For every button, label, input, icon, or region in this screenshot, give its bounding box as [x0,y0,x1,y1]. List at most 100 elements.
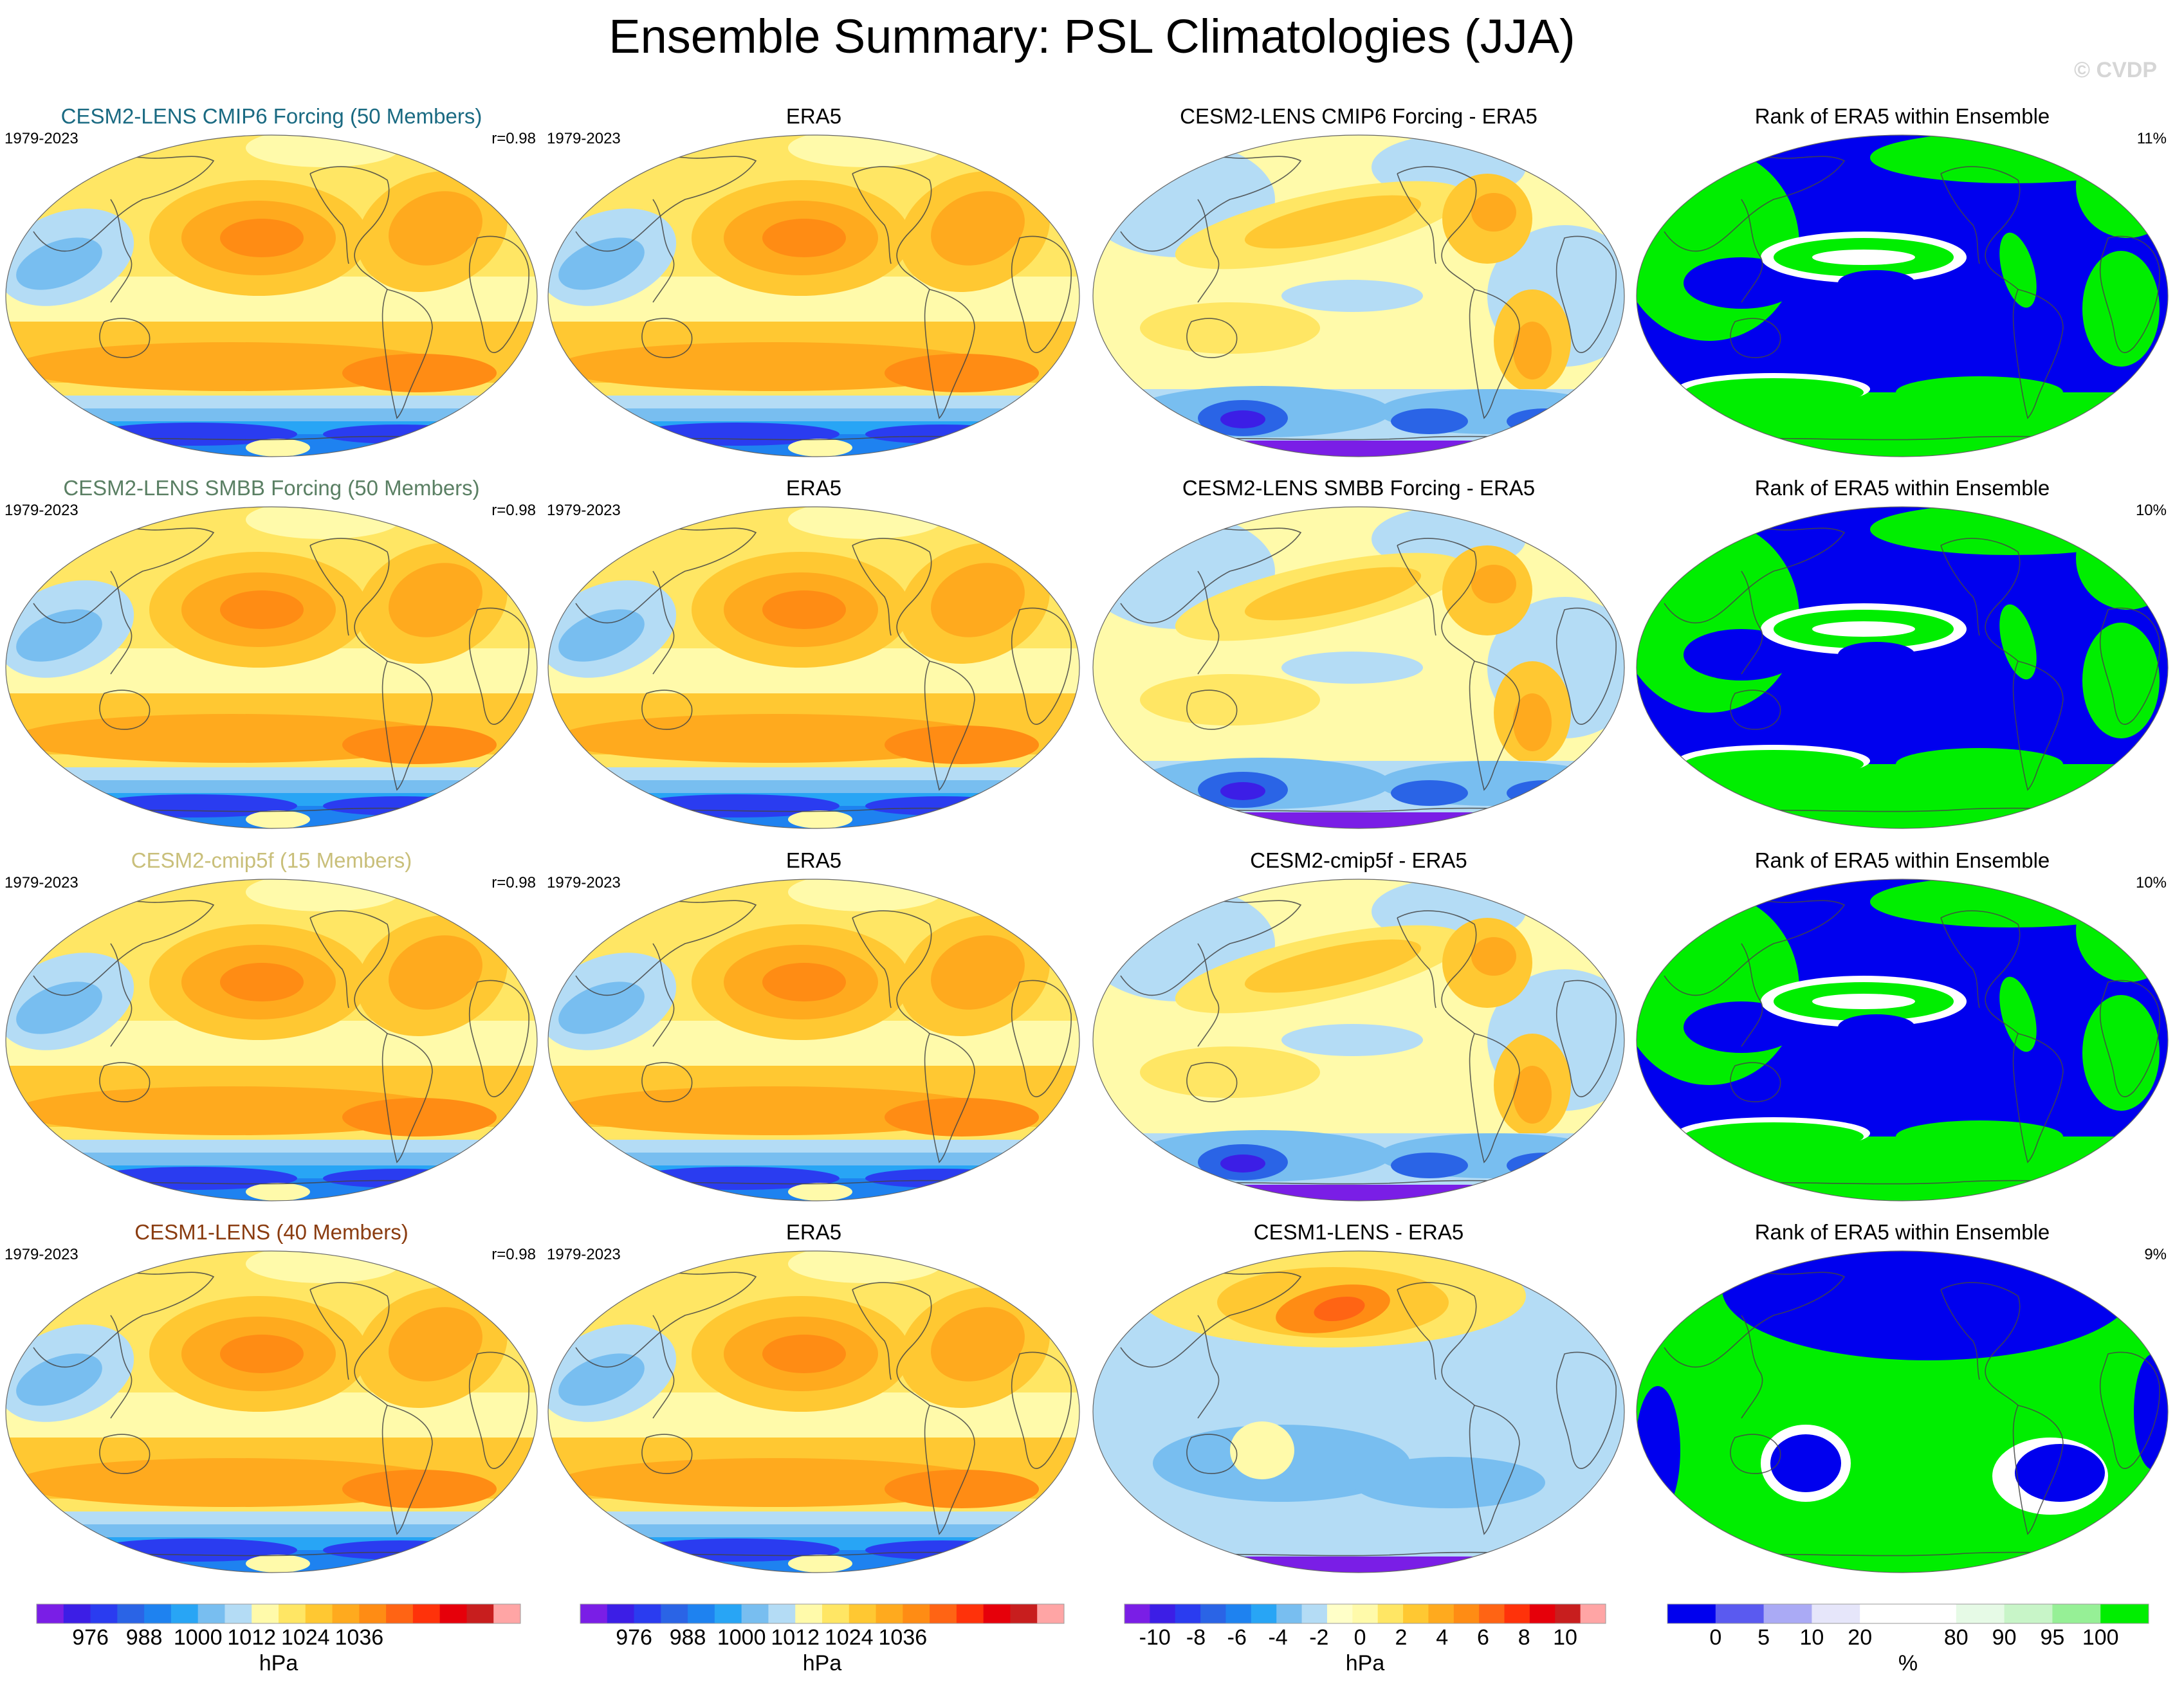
coastline [641,689,693,730]
field-contour [1637,892,1799,1085]
field-contour [865,425,1020,444]
field-contour [1637,520,1799,713]
colorbar-swatch [1124,1604,1150,1623]
field-contour [14,1458,452,1507]
colorbar-swatch [1377,1604,1404,1623]
coastline [1186,318,1238,358]
colorbar-swatch [1812,1604,1860,1623]
colorbar-swatch [849,1604,877,1623]
coastline [99,1062,151,1102]
field-contour [762,219,846,257]
field-contour [931,935,1025,1010]
field-contour [14,342,452,391]
coastline [1011,607,1072,725]
colorbar-tick-label: 2 [1395,1625,1407,1650]
coastline [924,289,975,419]
field-contour [1896,1120,2063,1153]
field-contour [1684,378,1864,406]
field-contour [1684,1122,1864,1151]
colorbar: 976 988 1000 1012 1024 1036 hPa [36,1603,521,1675]
field-contour [1244,567,1422,621]
colorbar-tick-label: 1036 [335,1625,384,1650]
field-contour [342,726,497,764]
coastline [309,1282,390,1406]
field-band [548,408,1079,423]
field-contour [1838,642,1915,668]
colorbar-tick-label: -8 [1186,1625,1206,1650]
coastline [1940,910,2021,1034]
coastline [1940,1282,2021,1406]
colorbar-swatch [439,1604,467,1623]
coastline [1397,545,1436,636]
colorbar-swatch [1225,1604,1252,1623]
field-band [548,1511,1079,1526]
coastline [1741,199,1763,303]
coastline [641,1434,693,1474]
field-band [6,767,537,781]
colorbar-tick-label: -4 [1268,1625,1287,1650]
coastline [99,1434,151,1474]
field-contour [1352,1457,1545,1508]
colorbar-swatch [1175,1604,1201,1623]
map-panel: ERA5 1979-2023 [547,476,1080,829]
field-band [6,1153,537,1167]
coastline [309,166,390,290]
field-contour [2076,879,2168,982]
field-contour [865,1540,1020,1560]
panel-stat-label: r=0.98 [491,1246,536,1263]
panel-title: CESM1-LENS (40 Members) [134,1220,408,1244]
field-band [548,1524,1079,1538]
map-border [547,506,1080,829]
field-contour [1870,879,2153,927]
colorbar-tick-label: -10 [1139,1625,1171,1650]
map-border [1092,1250,1625,1573]
field-contour [323,1540,477,1560]
colorbar-swatch [63,1604,91,1623]
field-contour [1812,621,1915,637]
colorbar-swatch [1667,1604,1716,1623]
colorbar-tick-label: 80 [1944,1625,1968,1650]
colorbar-swatch [117,1604,145,1623]
coastline [381,1033,433,1164]
field-contour [1684,629,1799,680]
coastline [381,1405,433,1535]
panel-stat-label: 10% [2136,874,2167,891]
coastline [1469,289,1520,419]
colorbar-swatch [1860,1604,1909,1623]
coastline [1555,607,1617,725]
field-contour [1870,135,2153,183]
colorbar-swatch [225,1604,252,1623]
field-band [6,1511,537,1526]
map-panel: Rank of ERA5 within Ensemble 11% [1636,104,2169,457]
field-contour [1391,408,1468,434]
colorbar-swatch [1428,1604,1454,1623]
coastline [1011,980,1072,1097]
field-contour [220,963,304,1001]
field-contour [1281,652,1423,684]
field-band [6,408,537,423]
field-contour [1507,780,1584,806]
field-contour [558,237,645,290]
map-panel: Rank of ERA5 within Ensemble 9% [1636,1220,2169,1573]
coastline [852,917,892,1009]
colorbar-swatch [688,1604,715,1623]
field-contour [788,1183,852,1201]
coastline [852,1289,892,1380]
panel-title: Rank of ERA5 within Ensemble [1755,848,2050,872]
panel-title: Rank of ERA5 within Ensemble [1755,1220,2050,1244]
field-contour [885,354,1039,392]
field-contour [1314,1296,1365,1322]
coastline [1730,1062,1781,1102]
colorbar-swatch [493,1604,521,1623]
coastline [1397,910,1477,1034]
coastline [381,661,433,791]
colorbar-tick-label: 4 [1436,1625,1448,1650]
colorbar-tick-label: -2 [1309,1625,1328,1650]
colorbar-tick-label: 6 [1477,1625,1489,1650]
coastline [309,538,390,662]
map-border [547,1250,1080,1573]
panel-stat-label: r=0.98 [491,502,536,519]
map-panel: CESM2-LENS SMBB Forcing - ERA5 [1092,476,1625,829]
coastline [1730,689,1781,730]
